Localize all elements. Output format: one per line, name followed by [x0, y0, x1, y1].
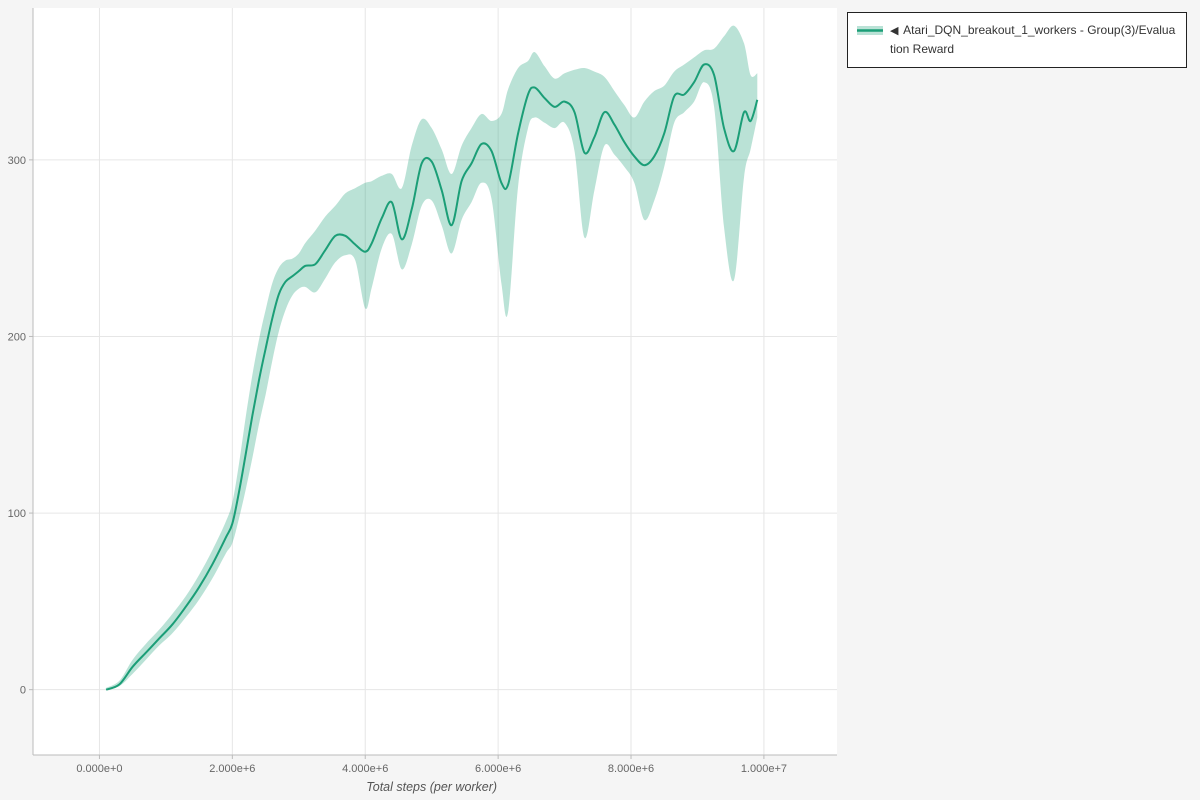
x-tick-label: 8.000e+6: [608, 763, 654, 775]
legend[interactable]: ◀ Atari_DQN_breakout_1_workers - Group(3…: [847, 12, 1187, 68]
y-tick-label: 100: [8, 508, 26, 520]
x-tick-label: 6.000e+6: [475, 763, 521, 775]
y-tick-label: 300: [8, 155, 26, 167]
x-tick-label: 1.000e+7: [741, 763, 787, 775]
series-name: Atari_DQN_breakout_1_workers - Group(3)/…: [890, 23, 1176, 57]
legend-item-label[interactable]: ◀ Atari_DQN_breakout_1_workers - Group(3…: [890, 21, 1177, 59]
series-swatch-icon: [857, 26, 883, 35]
x-tick-label: 4.000e+6: [342, 763, 388, 775]
legend-collapse-icon[interactable]: ◀: [890, 25, 899, 37]
y-tick-label: 0: [20, 685, 26, 697]
x-axis-title: Total steps (per worker): [366, 780, 497, 794]
y-tick-label: 200: [8, 331, 26, 343]
mean-reward-line: [105, 63, 759, 691]
x-tick-label: 0.000e+0: [76, 763, 122, 775]
confidence-band: [106, 25, 758, 690]
x-tick-label: 2.000e+6: [209, 763, 255, 775]
